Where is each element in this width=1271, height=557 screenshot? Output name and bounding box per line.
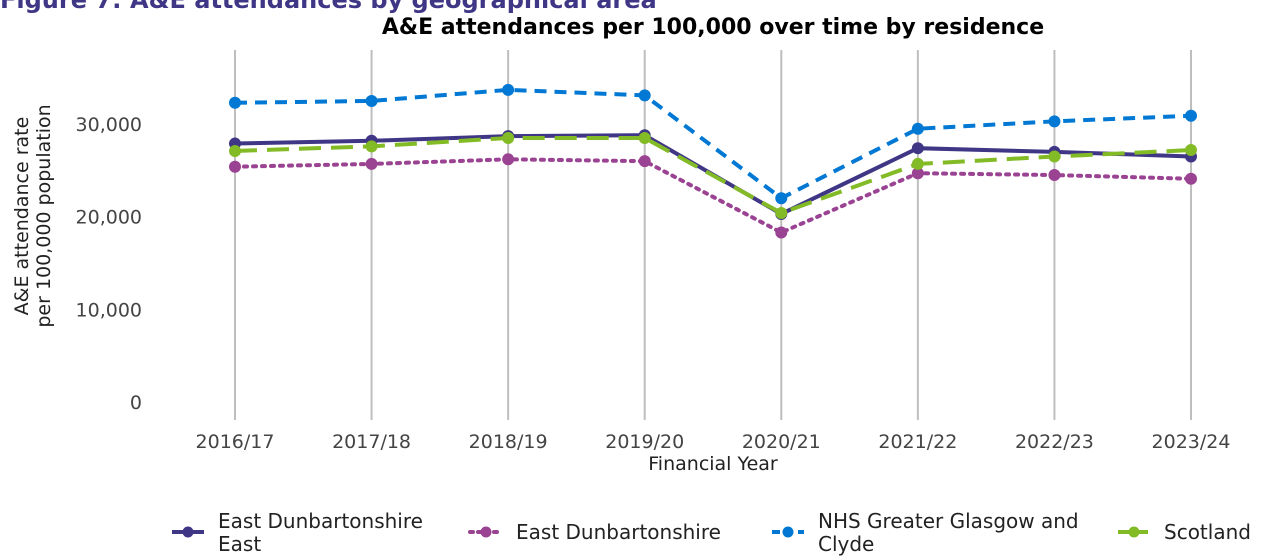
data-point [911, 142, 924, 155]
data-point [1048, 150, 1061, 163]
series-line [234, 136, 1192, 216]
legend-label: East Dunbartonshire [218, 509, 423, 533]
y-axis-label-line-1: A&E attendance rate [11, 117, 33, 316]
data-point [1048, 169, 1061, 182]
data-point [229, 160, 241, 173]
series-1 [229, 153, 1197, 239]
legend-label: NHS Greater Glasgow and [818, 509, 1079, 533]
data-point [638, 132, 651, 144]
x-tick-label: 2017/18 [332, 431, 411, 453]
data-point [1048, 115, 1061, 128]
legend-label: East [218, 532, 261, 556]
data-point [1185, 109, 1197, 122]
legend-item-3: Scotland [1118, 520, 1251, 544]
y-axis-label-line-2: per 100,000 population [33, 104, 55, 327]
x-axis-label: Financial Year [648, 453, 778, 475]
series-group [229, 83, 1197, 239]
figure-caption: Figure 7: A&E attendances by geographica… [0, 0, 657, 14]
data-point [365, 157, 378, 170]
data-point [911, 122, 924, 135]
y-axis-label: A&E attendance rate per 100,000 populati… [11, 104, 55, 327]
data-point [638, 155, 651, 168]
vertical-gridlines [234, 50, 1192, 420]
data-point [775, 226, 788, 239]
series-line [233, 157, 1193, 235]
data-point [502, 83, 515, 96]
legend-label: Scotland [1164, 520, 1251, 544]
data-point [502, 132, 515, 144]
data-point [365, 140, 378, 153]
data-point [775, 207, 788, 220]
data-point [775, 192, 788, 205]
legend-swatch-marker [182, 526, 194, 538]
data-point [1185, 172, 1197, 185]
data-point [911, 157, 924, 170]
legend-swatch-marker [480, 526, 492, 538]
data-point [365, 94, 378, 107]
data-point [1185, 144, 1197, 157]
y-tick-label: 0 [130, 392, 142, 414]
chart-title: A&E attendances per 100,000 over time by… [382, 15, 1044, 40]
data-point [911, 167, 924, 180]
legend-swatch-marker [782, 526, 794, 538]
series-line [234, 87, 1192, 201]
series-2 [229, 83, 1197, 205]
x-tick-label: 2020/21 [742, 431, 821, 453]
data-point [229, 96, 241, 109]
x-axis-ticks: 2016/17 2017/18 2018/19 2019/20 2020/21 2021/… [196, 431, 1231, 453]
data-point [638, 89, 651, 102]
y-axis-ticks: 0 10,000 20,000 30,000 [76, 114, 142, 414]
y-tick-label: 30,000 [76, 114, 142, 136]
data-point [502, 153, 515, 166]
x-tick-label: 2022/23 [1015, 431, 1094, 453]
legend-label: Clyde [818, 532, 874, 556]
series-3 [229, 132, 1197, 220]
x-tick-label: 2023/24 [1152, 431, 1231, 453]
legend-label: East Dunbartonshire [516, 520, 721, 544]
data-point [229, 144, 241, 157]
x-tick-label: 2016/17 [196, 431, 275, 453]
legend-swatch-marker [1128, 526, 1140, 538]
y-tick-label: 10,000 [76, 299, 142, 321]
x-tick-label: 2019/20 [605, 431, 684, 453]
x-tick-label: 2018/19 [469, 431, 548, 453]
y-tick-label: 20,000 [76, 207, 142, 229]
legend-item-1: East Dunbartonshire [468, 520, 721, 544]
x-tick-label: 2021/22 [878, 431, 957, 453]
